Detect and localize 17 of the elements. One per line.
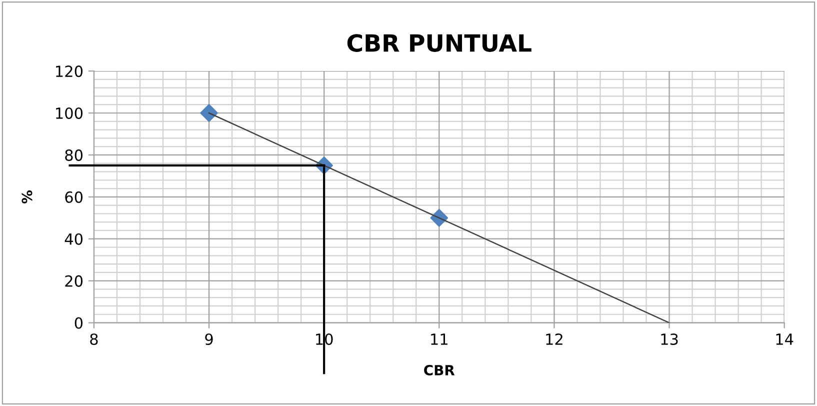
- y-tick-label: 0: [74, 317, 83, 329]
- y-axis-title: %: [22, 190, 32, 204]
- y-tick-label: 100: [56, 107, 83, 120]
- x-tick-label: 14: [776, 334, 794, 345]
- point: [200, 104, 218, 122]
- x-tick-label: 11: [431, 334, 448, 345]
- y-tick-label: 80: [65, 149, 83, 161]
- y-tick-label: 120: [56, 66, 83, 78]
- y-tick-label: 20: [65, 275, 83, 287]
- y-tick-label: 40: [64, 233, 83, 245]
- x-tick-label: 8: [90, 333, 98, 346]
- chart-title: CBR PUNTUAL: [347, 34, 532, 52]
- x-axis-title: CBR: [424, 364, 455, 376]
- x-tick-label: 9: [205, 333, 213, 346]
- x-tick-label: 12: [546, 333, 562, 345]
- x-tick-label: 13: [661, 333, 678, 346]
- y-tick-label: 60: [65, 191, 83, 203]
